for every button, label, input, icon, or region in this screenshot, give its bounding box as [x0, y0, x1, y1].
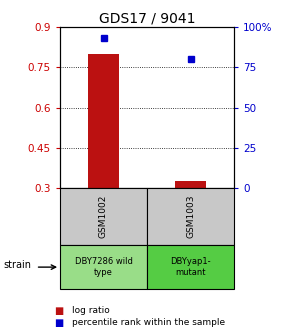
Text: GSM1003: GSM1003	[186, 195, 195, 239]
Text: percentile rank within the sample: percentile rank within the sample	[72, 318, 225, 327]
Bar	[147, 245, 234, 289]
Bar	[175, 181, 206, 188]
Text: ■: ■	[54, 306, 63, 316]
Text: DBY7286 wild
type: DBY7286 wild type	[75, 257, 132, 277]
Bar	[147, 188, 234, 245]
Text: GSM1002: GSM1002	[99, 195, 108, 239]
Bar	[60, 245, 147, 289]
Title: GDS17 / 9041: GDS17 / 9041	[99, 12, 195, 26]
Text: DBYyap1-
mutant: DBYyap1- mutant	[170, 257, 211, 277]
Text: log ratio: log ratio	[72, 306, 110, 315]
Bar	[88, 54, 119, 188]
Text: ■: ■	[54, 318, 63, 328]
Bar	[60, 188, 147, 245]
Text: strain: strain	[3, 260, 31, 270]
